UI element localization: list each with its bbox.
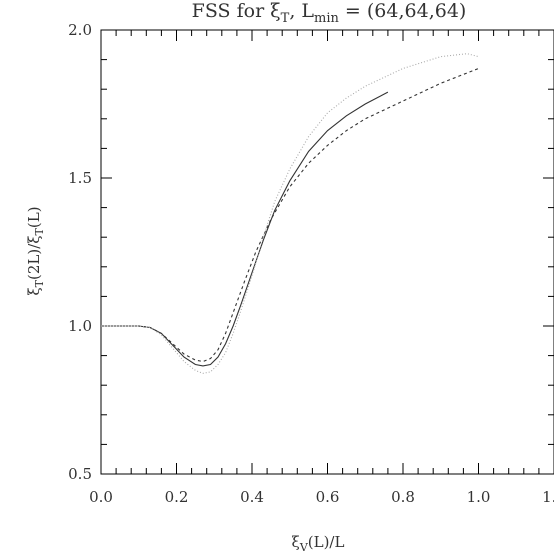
y-tick-label: 2.0 [68,21,92,39]
axis-ticks [100,29,554,475]
series-dotted-line [101,53,479,374]
y-tick-label: 0.5 [68,465,92,483]
x-tick-label: 1.0 [467,488,491,506]
y-tick-label: 1.0 [68,317,92,335]
series-lines [101,53,479,374]
x-tick-label: 0.4 [240,488,264,506]
x-tick-label: 0.0 [89,488,113,506]
y-axis-title: ξT(2L)/ξT(L) [25,206,46,295]
y-tick-label: 1.5 [68,169,92,187]
x-tick-label: 0.6 [316,488,340,506]
y-tick-labels: 0.5 1.0 1.5 2.0 [68,21,92,483]
x-tick-label: 0.8 [391,488,415,506]
chart-title: FSS for ξT, Lmin = (64,64,64) [192,0,467,26]
x-tick-labels: 0.0 0.2 0.4 0.6 0.8 1.0 1.2 [89,488,554,506]
plot-frame [100,29,554,475]
x-axis-title: ξV(L)/L [292,533,345,554]
series-solid-line [101,91,389,367]
series-dashed-line [101,67,479,363]
x-tick-label: 1.2 [542,488,554,506]
x-tick-label: 0.2 [165,488,189,506]
